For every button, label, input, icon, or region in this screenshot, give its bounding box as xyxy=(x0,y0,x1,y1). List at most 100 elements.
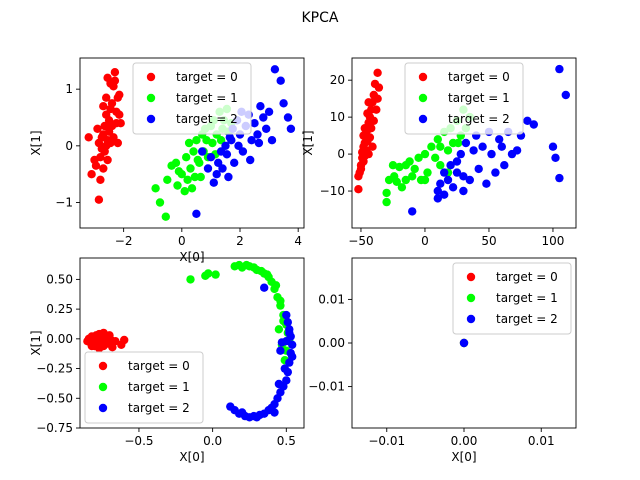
legend-marker xyxy=(418,93,428,103)
data-point xyxy=(436,161,445,170)
legend-marker xyxy=(98,403,108,413)
data-point xyxy=(364,98,373,107)
data-point xyxy=(262,124,271,133)
legend-label: target = 1 xyxy=(176,91,238,105)
legend-box xyxy=(404,62,524,135)
y-tick-label: 0.50 xyxy=(46,272,73,286)
points-layer xyxy=(354,64,570,216)
x-tick-label: 100 xyxy=(542,234,565,248)
data-point xyxy=(388,161,398,170)
legend-marker xyxy=(146,72,156,82)
data-point xyxy=(103,155,112,165)
data-point xyxy=(218,164,227,173)
x-tick-label: −2 xyxy=(115,234,133,248)
legend-label: target = 2 xyxy=(128,401,190,415)
data-point xyxy=(110,68,120,77)
series-target-0 xyxy=(354,68,384,194)
data-point xyxy=(274,379,284,389)
data-point xyxy=(173,181,182,190)
legend-label: target = 0 xyxy=(128,359,190,373)
legend-box xyxy=(132,62,252,135)
legend-box xyxy=(84,351,204,424)
data-point xyxy=(359,131,368,140)
data-point xyxy=(237,408,247,417)
data-point xyxy=(182,153,191,162)
legend-marker xyxy=(418,114,428,124)
data-point xyxy=(110,76,120,85)
data-point xyxy=(230,158,239,167)
data-point xyxy=(99,164,108,173)
x-tick-label: −0.5 xyxy=(124,434,153,448)
data-point xyxy=(246,155,255,165)
data-point xyxy=(206,153,216,162)
series-target-0 xyxy=(83,328,129,353)
data-point xyxy=(224,172,233,182)
data-point xyxy=(382,188,391,198)
data-point xyxy=(192,136,201,145)
data-point xyxy=(465,175,474,185)
x-tick-label: 2 xyxy=(236,234,244,248)
data-point xyxy=(264,107,274,117)
legend-label: target = 2 xyxy=(176,112,238,126)
data-point xyxy=(94,195,104,204)
data-point xyxy=(155,198,165,207)
data-point xyxy=(202,136,211,145)
data-point xyxy=(280,364,289,373)
y-axis-label: X[1] xyxy=(29,330,43,355)
legend-marker xyxy=(146,114,156,124)
legend-label: target = 1 xyxy=(496,291,558,305)
data-point xyxy=(221,141,230,150)
y-tick-label: −1 xyxy=(55,196,73,210)
legend: target = 0 target = 1 target = 2 xyxy=(452,262,572,335)
data-point xyxy=(267,136,277,145)
data-point xyxy=(288,352,297,361)
data-point xyxy=(96,153,105,162)
data-point xyxy=(196,172,205,182)
legend-marker xyxy=(98,382,108,392)
legend-label: target = 1 xyxy=(448,91,510,105)
data-point xyxy=(374,83,384,92)
series-target-2 xyxy=(226,283,297,422)
data-point xyxy=(214,158,223,167)
data-point xyxy=(87,170,96,179)
data-point xyxy=(99,102,108,111)
data-point xyxy=(373,94,382,103)
data-point xyxy=(256,102,265,111)
data-point xyxy=(555,64,564,74)
data-point xyxy=(440,190,449,199)
data-point xyxy=(186,164,195,173)
data-point xyxy=(397,183,407,192)
y-tick-label: 0.00 xyxy=(46,332,73,346)
data-point xyxy=(286,124,296,133)
data-point xyxy=(87,341,97,351)
data-point xyxy=(356,164,366,174)
x-axis-label: X[0] xyxy=(451,450,476,464)
data-point xyxy=(372,105,381,114)
data-point xyxy=(282,337,291,346)
legend-label: target = 2 xyxy=(496,312,558,326)
data-point xyxy=(363,109,372,118)
x-tick-label: −50 xyxy=(348,234,373,248)
axes-frame xyxy=(79,257,305,429)
legend-marker xyxy=(466,293,476,303)
data-point xyxy=(93,124,102,133)
data-point xyxy=(459,338,469,348)
x-tick-label: 0.5 xyxy=(277,434,296,448)
y-tick-label: 0.25 xyxy=(46,302,73,316)
data-point xyxy=(203,164,213,173)
y-tick-label: 0.00 xyxy=(318,336,345,350)
data-point xyxy=(452,157,462,166)
y-tick-label: −0.01 xyxy=(308,380,345,394)
legend-label: target = 0 xyxy=(496,270,558,284)
data-point xyxy=(497,142,506,151)
data-point xyxy=(274,325,284,334)
data-point xyxy=(161,212,170,221)
y-tick-label: 0.01 xyxy=(318,292,345,306)
data-point xyxy=(283,113,293,122)
data-point xyxy=(225,133,234,142)
y-axis-label: X[1] xyxy=(29,130,43,155)
data-point xyxy=(279,99,288,108)
data-point xyxy=(373,68,382,78)
subplot-4: −0.01 0.00 0.01 −0.01 0.00 0.01 X[0] target = 0… xyxy=(308,257,577,464)
